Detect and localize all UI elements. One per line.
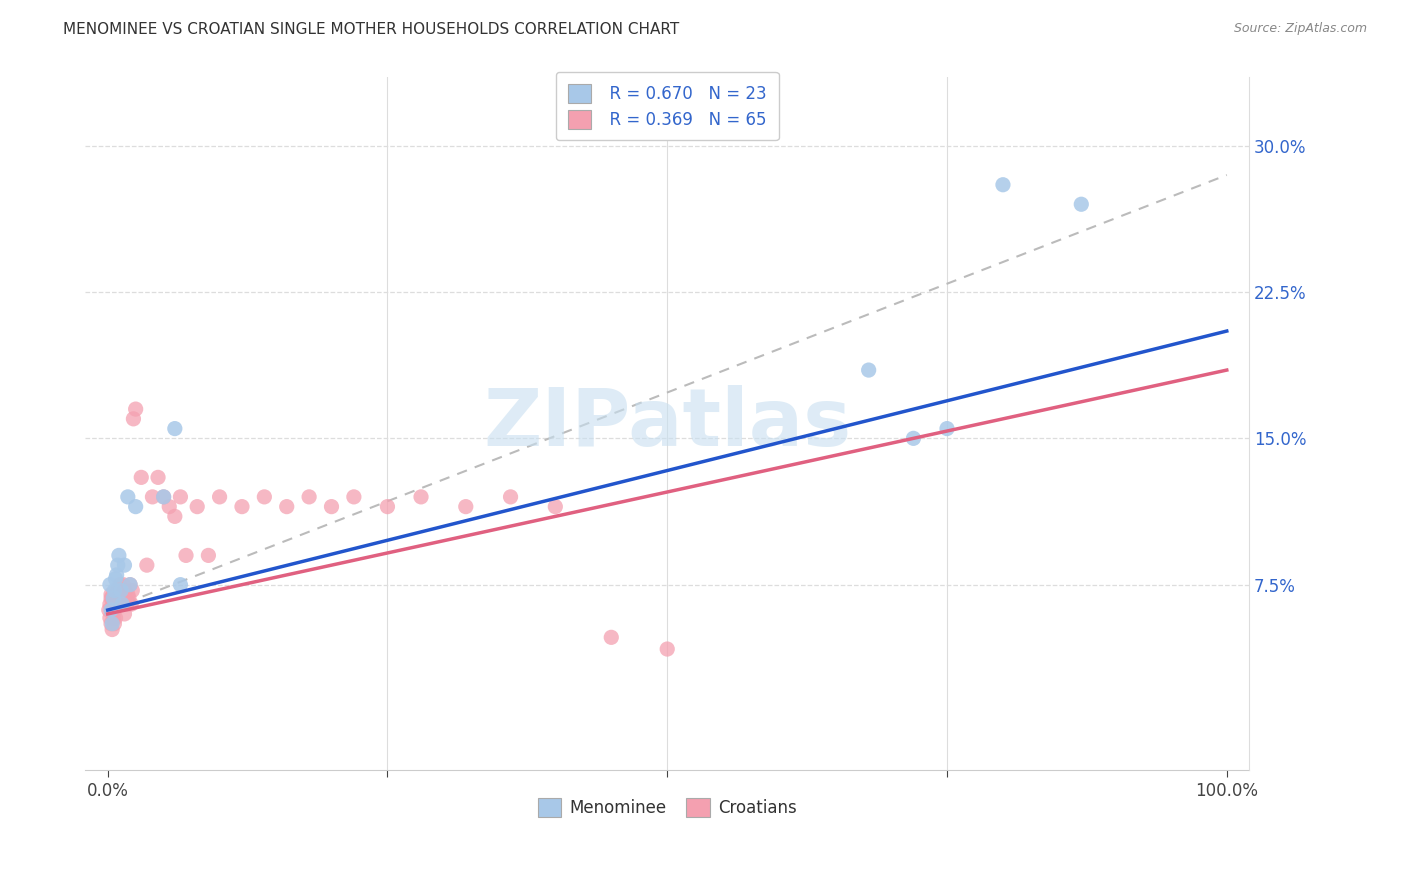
- Point: [115, 597, 138, 611]
- Point: [107, 587, 129, 601]
- Point: [454, 500, 477, 514]
- Point: [858, 363, 880, 377]
- Point: [104, 597, 127, 611]
- Point: [108, 597, 131, 611]
- Point: [114, 591, 136, 606]
- Point: [104, 572, 127, 586]
- Point: [105, 583, 128, 598]
- Point: [105, 597, 128, 611]
- Point: [117, 490, 139, 504]
- Point: [98, 577, 121, 591]
- Point: [169, 490, 191, 504]
- Point: [114, 558, 136, 573]
- Point: [101, 603, 124, 617]
- Point: [991, 178, 1014, 192]
- Point: [98, 597, 121, 611]
- Point: [146, 470, 169, 484]
- Point: [657, 642, 679, 657]
- Point: [100, 603, 122, 617]
- Point: [197, 549, 219, 563]
- Point: [101, 623, 124, 637]
- Point: [409, 490, 432, 504]
- Point: [253, 490, 276, 504]
- Point: [114, 607, 136, 621]
- Point: [152, 490, 174, 504]
- Point: [104, 611, 127, 625]
- Point: [343, 490, 366, 504]
- Point: [103, 616, 125, 631]
- Point: [117, 587, 139, 601]
- Point: [276, 500, 298, 514]
- Point: [103, 603, 125, 617]
- Text: MENOMINEE VS CROATIAN SINGLE MOTHER HOUSEHOLDS CORRELATION CHART: MENOMINEE VS CROATIAN SINGLE MOTHER HOUS…: [63, 22, 679, 37]
- Point: [101, 591, 124, 606]
- Point: [97, 603, 120, 617]
- Point: [121, 583, 143, 598]
- Point: [108, 577, 131, 591]
- Point: [101, 616, 124, 631]
- Point: [174, 549, 197, 563]
- Point: [108, 583, 131, 598]
- Point: [903, 431, 925, 445]
- Point: [111, 597, 134, 611]
- Point: [103, 611, 125, 625]
- Point: [135, 558, 157, 573]
- Point: [321, 500, 343, 514]
- Point: [103, 591, 125, 606]
- Point: [110, 583, 132, 598]
- Point: [129, 470, 152, 484]
- Point: [100, 587, 122, 601]
- Point: [152, 490, 174, 504]
- Point: [169, 577, 191, 591]
- Point: [157, 500, 180, 514]
- Point: [141, 490, 163, 504]
- Point: [105, 568, 128, 582]
- Point: [377, 500, 399, 514]
- Point: [600, 631, 623, 645]
- Point: [103, 597, 125, 611]
- Point: [499, 490, 522, 504]
- Point: [163, 421, 186, 435]
- Legend: Menominee, Croatians: Menominee, Croatians: [531, 791, 803, 824]
- Point: [120, 577, 142, 591]
- Point: [103, 587, 125, 601]
- Point: [103, 583, 125, 598]
- Point: [120, 597, 142, 611]
- Point: [118, 591, 141, 606]
- Point: [108, 549, 131, 563]
- Point: [120, 577, 142, 591]
- Point: [122, 412, 145, 426]
- Point: [544, 500, 567, 514]
- Point: [100, 616, 122, 631]
- Point: [208, 490, 231, 504]
- Point: [104, 587, 127, 601]
- Text: ZIPatlas: ZIPatlas: [484, 384, 852, 463]
- Point: [107, 597, 129, 611]
- Point: [107, 558, 129, 573]
- Point: [936, 421, 959, 435]
- Point: [111, 591, 134, 606]
- Point: [163, 509, 186, 524]
- Point: [110, 583, 132, 598]
- Point: [231, 500, 253, 514]
- Point: [124, 402, 146, 417]
- Point: [110, 597, 132, 611]
- Point: [298, 490, 321, 504]
- Point: [98, 611, 121, 625]
- Point: [114, 583, 136, 598]
- Point: [100, 591, 122, 606]
- Point: [186, 500, 208, 514]
- Point: [1070, 197, 1092, 211]
- Text: Source: ZipAtlas.com: Source: ZipAtlas.com: [1233, 22, 1367, 36]
- Point: [124, 500, 146, 514]
- Point: [112, 577, 135, 591]
